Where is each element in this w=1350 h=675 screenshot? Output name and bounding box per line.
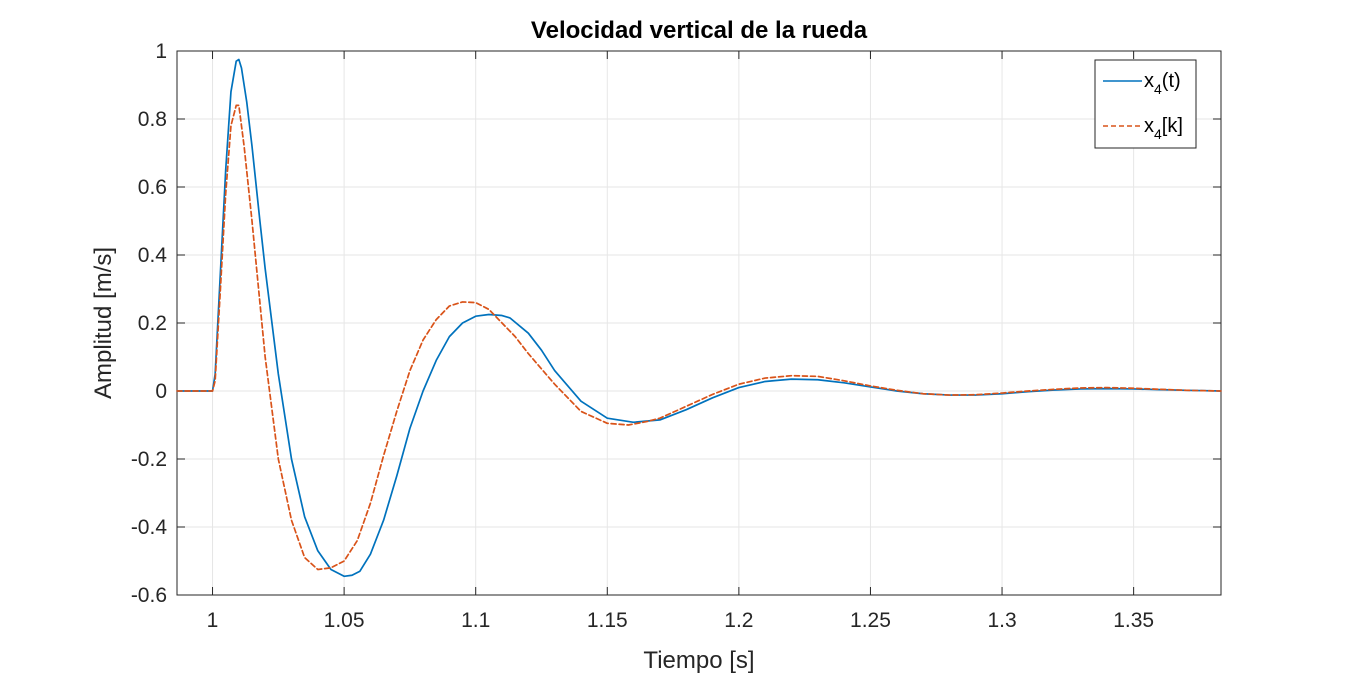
y-tick-label: 1	[155, 40, 167, 63]
legend-label-discrete-base: x	[1144, 115, 1154, 137]
y-axis-label: Amplitud [m/s]	[90, 247, 117, 399]
x-tick-label: 1.25	[850, 609, 891, 632]
y-tick-label: 0.8	[138, 108, 167, 131]
legend-label-continuous-suffix: (t)	[1162, 70, 1181, 92]
ticks: 1 1.05 1.1 1.15 1.2 1.25 1.3 1.35 -0.6 -0.4 -0.2 0 0…	[131, 40, 1221, 632]
y-tick-label: -0.4	[131, 516, 168, 539]
x-axis-label: Tiempo [s]	[643, 647, 754, 674]
y-tick-label: 0.4	[138, 244, 168, 267]
chart-title: Velocidad vertical de la rueda	[531, 17, 868, 44]
x-tick-label: 1.3	[987, 609, 1016, 632]
y-tick-label: -0.2	[131, 448, 167, 471]
y-tick-label: 0.2	[138, 312, 167, 335]
series-line-discrete	[176, 104, 1222, 571]
legend-box	[1094, 59, 1197, 149]
legend-label-discrete-sub: 4	[1154, 126, 1162, 142]
legend-label-continuous-base: x	[1144, 70, 1154, 92]
x-tick-label: 1.35	[1113, 609, 1154, 632]
legend-label-discrete-suffix: [k]	[1162, 115, 1183, 137]
x-tick-label: 1	[207, 609, 219, 632]
legend: x4(t) x4[k]	[1094, 59, 1197, 149]
x-tick-label: 1.15	[587, 609, 628, 632]
y-tick-label: 0.6	[138, 176, 167, 199]
y-tick-label: 0	[155, 380, 167, 403]
x-tick-label: 1.1	[461, 609, 490, 632]
legend-label-continuous-sub: 4	[1154, 81, 1162, 97]
legend-label-discrete: x4[k]	[1144, 115, 1183, 142]
x-tick-label: 1.05	[324, 609, 365, 632]
series	[176, 58, 1222, 578]
legend-label-continuous: x4(t)	[1144, 70, 1181, 97]
x-tick-label: 1.2	[724, 609, 753, 632]
y-tick-label: -0.6	[131, 584, 167, 607]
